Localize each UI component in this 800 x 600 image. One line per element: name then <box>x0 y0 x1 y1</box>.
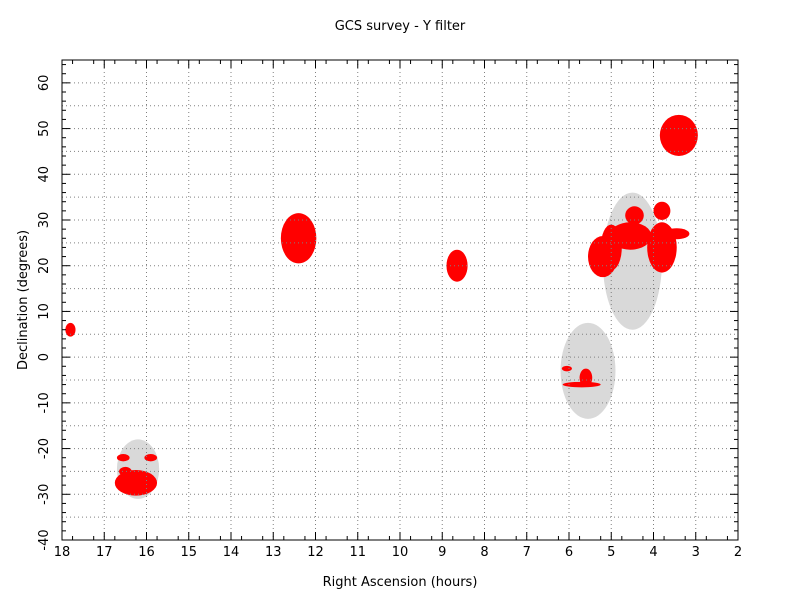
y-tick-label: 30 <box>37 212 52 229</box>
x-tick-label: 14 <box>223 545 240 560</box>
coverage-patch-14 <box>625 206 644 225</box>
x-tick-label: 12 <box>307 545 324 560</box>
coverage-patch-18 <box>659 114 698 156</box>
coverage-patch-16 <box>653 201 671 221</box>
y-axis-label: Declination (degrees) <box>16 230 31 370</box>
x-tick-label: 9 <box>438 545 446 560</box>
x-tick-label: 6 <box>565 545 573 560</box>
y-tick-label: 20 <box>37 257 52 274</box>
x-tick-label: 17 <box>96 545 113 560</box>
x-tick-label: 2 <box>734 545 742 560</box>
x-tick-label: 18 <box>54 545 71 560</box>
coverage-patch-17 <box>664 228 690 240</box>
plot-frame <box>61 59 739 541</box>
coverage-patch-7 <box>446 249 468 282</box>
coverage-patch-8 <box>561 365 572 372</box>
chart-title: GCS survey - Y filter <box>335 19 466 34</box>
target-regions <box>116 192 662 499</box>
x-tick-label: 8 <box>480 545 488 560</box>
coverage-patch-4 <box>116 454 130 462</box>
x-axis-label: Right Ascension (hours) <box>323 575 478 590</box>
x-tick-label: 5 <box>607 545 615 560</box>
x-tick-label: 7 <box>523 545 531 560</box>
grid-lines <box>62 60 738 540</box>
x-tick-label: 16 <box>138 545 155 560</box>
y-tick-label: -30 <box>37 484 52 505</box>
coverage-patch-5 <box>144 454 158 462</box>
y-tick-label: -40 <box>37 529 52 550</box>
coverage-patch-10 <box>562 381 601 388</box>
coverage-patches <box>65 114 698 496</box>
coverage-patch-13 <box>609 222 652 250</box>
x-tick-label: 10 <box>392 545 409 560</box>
y-tick-label: -20 <box>37 438 52 459</box>
y-tick-label: 50 <box>37 120 52 137</box>
x-tick-label: 15 <box>180 545 197 560</box>
coverage-patch-6 <box>280 213 317 264</box>
y-tick-label: 0 <box>37 353 52 361</box>
x-tick-label: 11 <box>349 545 366 560</box>
y-tick-label: 10 <box>37 303 52 320</box>
y-tick-labels: -40 -30 -20 -10 0 10 20 30 40 50 60 <box>37 75 52 551</box>
coverage-patch-3 <box>119 466 132 476</box>
x-tick-labels: 18 17 16 15 14 13 12 11 10 9 8 7 6 5 4 3 2 <box>54 545 742 560</box>
x-tick-label: 3 <box>692 545 700 560</box>
y-tick-label: 60 <box>37 75 52 92</box>
coverage-patch-1 <box>65 322 76 337</box>
x-tick-label: 4 <box>649 545 657 560</box>
y-tick-label: -10 <box>37 392 52 413</box>
x-tick-label: 13 <box>265 545 282 560</box>
y-tick-label: 40 <box>37 166 52 183</box>
